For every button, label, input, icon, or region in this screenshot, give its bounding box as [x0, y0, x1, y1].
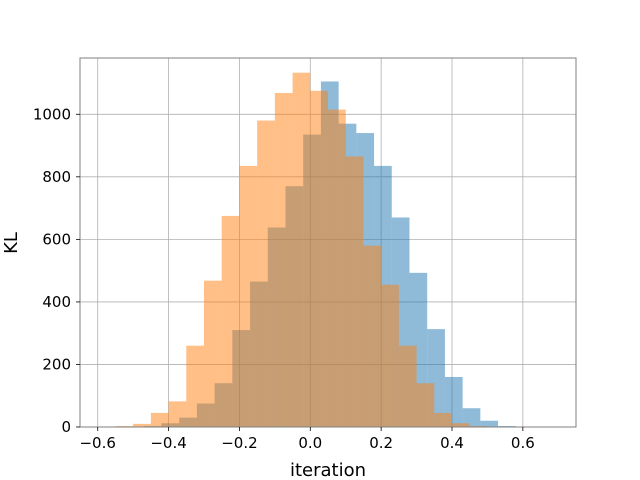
x-axis-title: iteration — [290, 460, 366, 480]
x-tick-label: 0.4 — [440, 434, 464, 452]
y-tick-label: 400 — [42, 293, 71, 311]
histogram-bar-series-1 — [480, 420, 499, 427]
x-tick-label: −0.6 — [79, 434, 115, 452]
histogram-bar-series-2 — [381, 284, 399, 427]
plot-frame — [79, 57, 577, 428]
x-tick-label: −0.2 — [221, 434, 257, 452]
histogram-bar-series-2 — [168, 401, 187, 427]
bars — [115, 72, 516, 428]
histogram-bar-series-2 — [434, 412, 452, 427]
histogram-bar-series-2 — [363, 245, 382, 427]
histogram-bar-series-2 — [328, 109, 346, 427]
histogram-bar-series-2 — [133, 423, 151, 427]
histogram-bar-series-2 — [345, 156, 364, 427]
y-tick-label: 0 — [61, 418, 71, 436]
histogram-bar-series-2 — [257, 120, 275, 428]
histogram-bar-series-2 — [292, 72, 311, 428]
histogram-bar-series-2 — [204, 280, 222, 427]
histogram-bar-series-2 — [239, 165, 258, 427]
x-tick-label: 0.6 — [511, 434, 535, 452]
x-axis: −0.6 −0.4 −0.2 0.0 0.2 0.4 0.6 — [79, 427, 535, 452]
y-tick-label: 200 — [42, 355, 71, 373]
histogram-bar-series-2 — [416, 383, 435, 427]
histogram-bar-series-2 — [398, 345, 417, 427]
y-axis: 0 200 400 600 800 1000 — [33, 105, 80, 436]
x-tick-label: 0.2 — [369, 434, 393, 452]
y-axis-title: KL — [1, 232, 22, 254]
y-tick-label: 1000 — [33, 105, 71, 123]
x-tick-label: 0.0 — [298, 434, 322, 452]
histogram-bar-series-2 — [310, 90, 328, 427]
histogram-bar-series-2 — [452, 423, 470, 427]
histogram-bar-series-2 — [274, 93, 293, 427]
histogram-bar-series-2 — [150, 412, 169, 427]
y-tick-label: 600 — [42, 230, 71, 248]
histogram-bar-series-2 — [221, 215, 240, 427]
histogram-bar-series-1 — [462, 408, 481, 427]
x-tick-label: −0.4 — [150, 434, 186, 452]
y-tick-label: 800 — [42, 168, 71, 186]
histogram-bar-series-2 — [186, 345, 204, 427]
